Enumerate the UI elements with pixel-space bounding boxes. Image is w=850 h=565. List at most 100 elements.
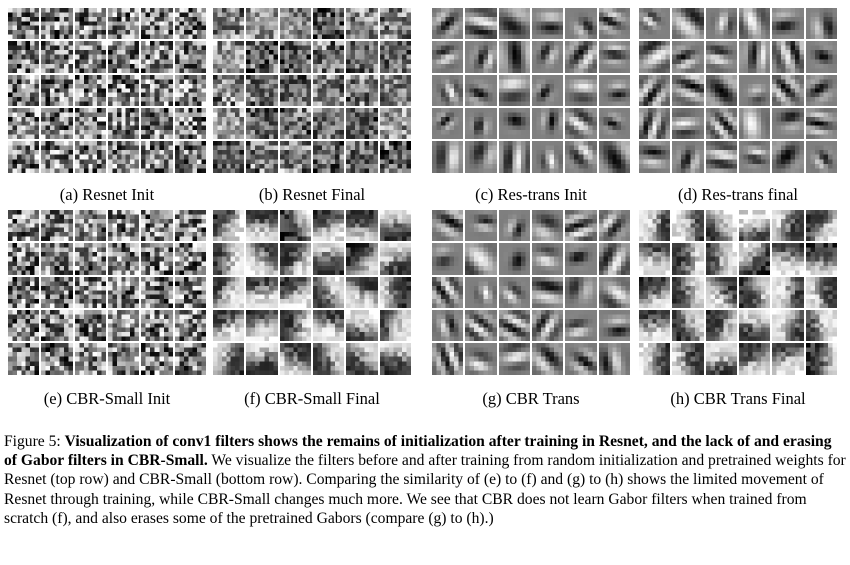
filter-thumbnail xyxy=(639,8,671,40)
filter-thumbnail xyxy=(279,141,311,173)
filter-thumbnail xyxy=(805,210,837,242)
filter-thumbnail xyxy=(532,108,564,140)
filter-thumbnail xyxy=(74,210,106,242)
filter-thumbnail xyxy=(498,343,530,375)
filter-thumbnail xyxy=(246,210,278,242)
filter-thumbnail xyxy=(41,343,73,375)
filter-thumbnail xyxy=(74,343,106,375)
filter-thumbnail xyxy=(672,141,704,173)
filter-thumbnail xyxy=(313,41,345,73)
filter-thumbnail xyxy=(705,210,737,242)
filter-thumbnail xyxy=(705,310,737,342)
filter-thumbnail xyxy=(772,276,804,309)
filter-thumbnail xyxy=(639,41,671,73)
filter-thumbnail xyxy=(705,276,737,309)
filter-thumbnail xyxy=(532,41,564,73)
filter-thumbnail xyxy=(465,243,497,275)
filter-grid xyxy=(213,210,411,375)
filter-thumbnail xyxy=(313,8,345,40)
filter-thumbnail xyxy=(532,8,564,40)
filter-thumbnail xyxy=(8,8,40,40)
filter-thumbnail xyxy=(313,141,345,173)
filter-thumbnail xyxy=(432,8,464,40)
filter-thumbnail xyxy=(705,343,737,375)
filter-thumbnail xyxy=(739,243,771,275)
filter-thumbnail xyxy=(313,108,345,140)
filter-thumbnail xyxy=(432,343,464,375)
filter-thumbnail xyxy=(174,74,206,107)
filter-thumbnail xyxy=(108,8,140,40)
filter-thumbnail xyxy=(498,310,530,342)
filter-thumbnail xyxy=(8,41,40,73)
filter-thumbnail xyxy=(174,41,206,73)
filter-thumbnail xyxy=(8,310,40,342)
filter-thumbnail xyxy=(141,343,173,375)
filter-thumbnail xyxy=(346,210,378,242)
filter-thumbnail xyxy=(213,41,245,73)
filter-thumbnail xyxy=(141,310,173,342)
filter-thumbnail xyxy=(41,8,73,40)
filter-thumbnail xyxy=(465,210,497,242)
label-a: (a) Resnet Init xyxy=(59,185,155,204)
filter-thumbnail xyxy=(213,310,245,342)
filter-thumbnail xyxy=(772,310,804,342)
filter-thumbnail xyxy=(498,8,530,40)
filter-thumbnail xyxy=(739,343,771,375)
label-b: (b) Resnet Final xyxy=(258,185,366,204)
filter-thumbnail xyxy=(108,243,140,275)
filter-thumbnail xyxy=(74,141,106,173)
filter-thumbnail xyxy=(346,74,378,107)
filter-thumbnail xyxy=(213,141,245,173)
filter-thumbnail xyxy=(141,243,173,275)
filter-thumbnail xyxy=(805,108,837,140)
filter-thumbnail xyxy=(805,74,837,107)
filter-thumbnail xyxy=(705,141,737,173)
filter-thumbnail xyxy=(246,108,278,140)
filter-thumbnail xyxy=(108,310,140,342)
filter-thumbnail xyxy=(8,108,40,140)
filter-thumbnail xyxy=(639,74,671,107)
panel-c-res-trans-init xyxy=(432,8,630,173)
filter-thumbnail xyxy=(498,41,530,73)
filter-thumbnail xyxy=(532,276,564,309)
panel-b-resnet-final xyxy=(213,8,411,173)
filter-thumbnail xyxy=(772,210,804,242)
filter-thumbnail xyxy=(639,310,671,342)
filter-grid xyxy=(8,8,206,173)
filter-thumbnail xyxy=(246,276,278,309)
filter-thumbnail xyxy=(805,8,837,40)
filter-thumbnail xyxy=(565,8,597,40)
filter-thumbnail xyxy=(174,210,206,242)
filter-thumbnail xyxy=(279,74,311,107)
panel-e-cbr-small-init xyxy=(8,210,206,375)
filter-thumbnail xyxy=(74,108,106,140)
filter-thumbnail xyxy=(174,108,206,140)
filter-thumbnail xyxy=(739,108,771,140)
filter-thumbnail xyxy=(772,74,804,107)
filter-thumbnail xyxy=(672,8,704,40)
filter-thumbnail xyxy=(346,310,378,342)
filter-thumbnail xyxy=(313,343,345,375)
filter-thumbnail xyxy=(313,210,345,242)
filter-thumbnail xyxy=(672,243,704,275)
filter-thumbnail xyxy=(598,310,630,342)
filter-thumbnail xyxy=(379,74,411,107)
panel-d-res-trans-final xyxy=(639,8,837,173)
filter-thumbnail xyxy=(532,243,564,275)
filter-thumbnail xyxy=(705,243,737,275)
filter-thumbnail xyxy=(672,343,704,375)
filter-thumbnail xyxy=(213,74,245,107)
filter-thumbnail xyxy=(565,108,597,140)
filter-grid xyxy=(639,210,837,375)
filter-thumbnail xyxy=(432,108,464,140)
filter-thumbnail xyxy=(108,74,140,107)
filter-thumbnail xyxy=(739,141,771,173)
filter-thumbnail xyxy=(739,74,771,107)
filter-thumbnail xyxy=(379,343,411,375)
filter-thumbnail xyxy=(805,141,837,173)
filter-thumbnail xyxy=(598,74,630,107)
figure-caption: Figure 5: Visualization of conv1 filters… xyxy=(4,432,846,528)
filter-thumbnail xyxy=(246,41,278,73)
filter-grid xyxy=(432,210,630,375)
filter-thumbnail xyxy=(279,41,311,73)
